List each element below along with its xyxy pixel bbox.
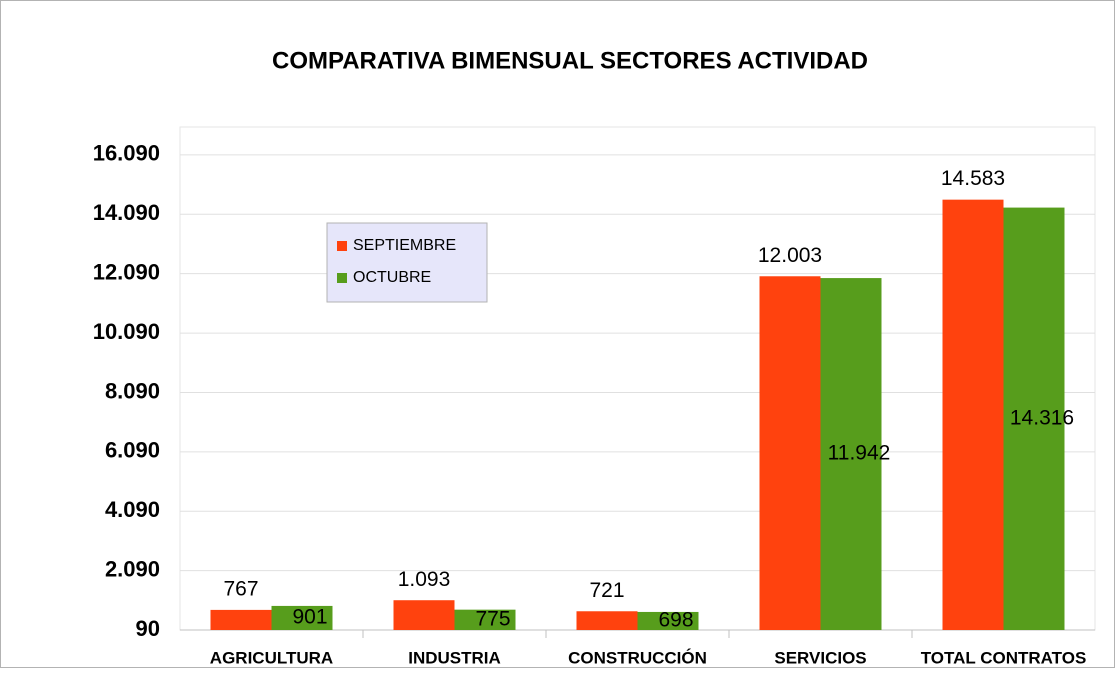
data-label: 767	[223, 577, 258, 600]
bar	[576, 611, 638, 630]
data-label: 14.583	[941, 167, 1005, 190]
data-label: 11.942	[828, 442, 891, 465]
data-label: 901	[292, 606, 327, 629]
y-tick-label: 4.090	[105, 497, 160, 522]
bar	[210, 609, 272, 630]
y-tick-label: 16.090	[93, 141, 160, 166]
legend-box	[326, 222, 488, 303]
data-label: 1.093	[398, 568, 451, 591]
y-tick-label: 12.090	[93, 259, 160, 284]
y-tick-label: 90	[136, 616, 160, 641]
legend-label: OCTUBRE	[353, 269, 431, 286]
bar	[759, 276, 821, 630]
bar	[271, 605, 333, 630]
data-label: 721	[589, 579, 624, 602]
data-label: 698	[658, 609, 693, 632]
x-tick-label: CONSTRUCCIÓN	[568, 648, 707, 667]
y-tick-label: 8.090	[105, 378, 160, 403]
bar	[637, 611, 699, 630]
bar	[942, 199, 1004, 630]
legend-swatch	[337, 241, 347, 251]
y-tick-label: 6.090	[105, 438, 160, 463]
x-tick-label: TOTAL CONTRATOS	[921, 648, 1087, 667]
legend-swatch	[337, 273, 347, 283]
bar	[393, 600, 455, 630]
bar	[1003, 207, 1065, 630]
y-tick-label: 14.090	[93, 200, 160, 225]
bar	[454, 609, 516, 630]
data-label: 14.316	[1010, 406, 1074, 429]
data-label: 12.003	[758, 244, 822, 267]
chart-title: COMPARATIVA BIMENSUAL SECTORES ACTIVIDAD	[272, 47, 868, 74]
x-tick-label: INDUSTRIA	[408, 648, 501, 667]
y-tick-label: 2.090	[105, 556, 160, 581]
y-tick-label: 10.090	[93, 319, 160, 344]
bar	[820, 278, 882, 630]
legend-label: SEPTIEMBRE	[353, 237, 456, 254]
x-tick-label: AGRICULTURA	[210, 648, 333, 667]
x-tick-label: SERVICIOS	[774, 648, 866, 667]
data-label: 775	[475, 607, 510, 630]
